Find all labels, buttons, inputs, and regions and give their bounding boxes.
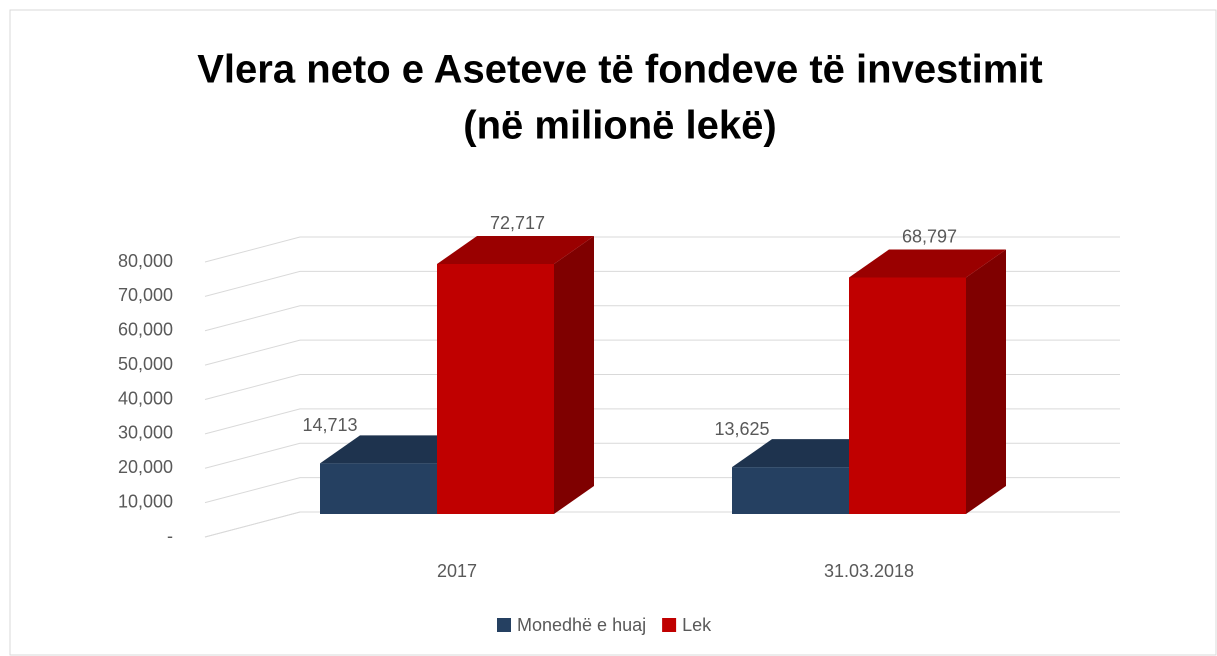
y-tick-label: 80,000 (118, 251, 173, 271)
y-tick-label: 30,000 (118, 423, 173, 443)
y-tick-label: 70,000 (118, 285, 173, 305)
bar-face (966, 249, 1006, 514)
y-tick-label: 10,000 (118, 491, 173, 511)
grid-line (204, 339, 1120, 366)
legend-swatch (662, 618, 677, 632)
bar-face (437, 264, 554, 514)
data-label: 72,717 (490, 213, 545, 233)
y-tick-label: - (167, 526, 173, 546)
bar-face (554, 236, 594, 514)
data-label: 14,713 (302, 415, 357, 435)
y-tick-label: 40,000 (118, 388, 173, 408)
y-tick-label: 60,000 (118, 320, 173, 340)
legend-swatch (497, 618, 511, 632)
bar-face (732, 467, 849, 514)
bar-face (437, 236, 594, 265)
chart-title: Vlera neto e Aseteve të fondeve të inves… (197, 48, 1043, 92)
legend-label: Monedhë e huaj (517, 615, 646, 635)
bar-face (320, 463, 437, 514)
grid-line (204, 270, 1120, 297)
bar-face (849, 249, 1006, 278)
grid-line (204, 374, 1120, 400)
x-tick-label: 31.03.2018 (824, 561, 914, 581)
grid-line (204, 305, 1120, 332)
x-tick-label: 2017 (437, 561, 477, 581)
grid-line (204, 236, 1120, 263)
bar (437, 236, 594, 514)
y-tick-label: 50,000 (118, 354, 173, 374)
data-label: 13,625 (714, 419, 769, 439)
chart-frame (9, 9, 1217, 656)
y-tick-label: 20,000 (118, 457, 173, 477)
legend-label: Lek (682, 615, 712, 635)
chart-title: (në milionë lekë) (463, 104, 776, 148)
bar-face (849, 277, 966, 514)
grid-line (204, 408, 1120, 435)
data-label: 68,797 (902, 226, 957, 246)
bar (849, 249, 1006, 514)
